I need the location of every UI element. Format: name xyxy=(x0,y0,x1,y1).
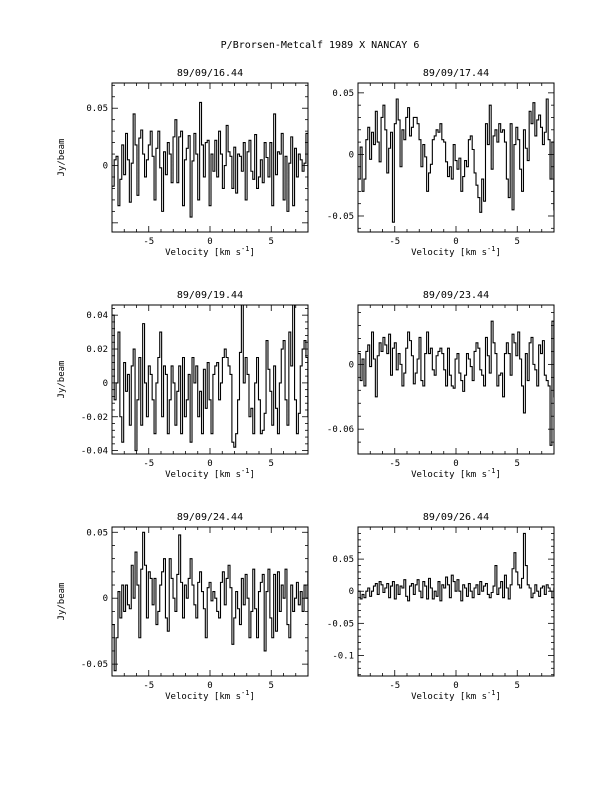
x-tick-label: 5 xyxy=(515,459,520,469)
x-tick-label: -5 xyxy=(389,459,400,469)
y-tick-label: 0 xyxy=(349,587,354,597)
spectrum-line xyxy=(112,304,309,452)
spectrum-line xyxy=(358,320,555,446)
y-tick-label: 0.04 xyxy=(86,311,108,321)
y-axis-label: Jy/beam xyxy=(57,583,67,621)
y-tick-label: 0 xyxy=(103,162,108,172)
x-tick-label: -5 xyxy=(143,237,154,247)
y-tick-label: -0.1 xyxy=(332,651,354,661)
spectrum-line xyxy=(358,98,555,223)
y-tick-label: 0.05 xyxy=(86,104,108,114)
x-axis-label: Velocity [km s-1] xyxy=(411,245,501,258)
x-axis-label: Velocity [km s-1] xyxy=(165,467,255,480)
x-tick-label: -5 xyxy=(143,459,154,469)
panel-title: 89/09/17.44 xyxy=(423,68,489,79)
y-tick-label: 0 xyxy=(103,379,108,389)
chart-panel: 89/09/24.44 -5 0 5 Velocity [km s-1] -0.05 0 0.… xyxy=(57,512,309,702)
x-tick-label: -5 xyxy=(389,681,400,691)
chart-panel: 89/09/19.44 -5 0 5 Velocity [km s-1] -0.04 -0.… xyxy=(57,290,309,480)
x-tick-label: 0 xyxy=(453,237,458,247)
plot-frame xyxy=(111,304,309,455)
y-tick-label: 0.02 xyxy=(86,345,108,355)
y-tick-label: -0.06 xyxy=(327,425,354,435)
panel-title: 89/09/16.44 xyxy=(177,68,243,79)
x-tick-label: 0 xyxy=(207,459,212,469)
x-tick-label: 5 xyxy=(269,237,274,247)
plot-frame xyxy=(111,526,309,677)
x-tick-label: 5 xyxy=(515,681,520,691)
x-tick-label: 5 xyxy=(269,459,274,469)
x-tick-label: 0 xyxy=(453,459,458,469)
panel-title: 89/09/26.44 xyxy=(423,512,489,523)
x-axis-label: Velocity [km s-1] xyxy=(165,245,255,258)
y-axis-label: Jy/beam xyxy=(57,139,67,177)
x-tick-label: 5 xyxy=(269,681,274,691)
chart-panel: 89/09/17.44 -5 0 5 Velocity [km s-1] -0.05 0 0.… xyxy=(327,68,555,258)
y-tick-label: 0.05 xyxy=(86,528,108,538)
x-tick-label: 0 xyxy=(207,237,212,247)
plot-frame xyxy=(357,304,555,455)
y-tick-label: -0.02 xyxy=(81,413,108,423)
y-tick-label: 0 xyxy=(349,150,354,160)
y-axis-label: Jy/beam xyxy=(57,361,67,399)
x-tick-label: 5 xyxy=(515,237,520,247)
page-title: P/Brorsen-Metcalf 1989 X NANCAY 6 xyxy=(221,40,420,51)
y-tick-label: 0.05 xyxy=(332,555,354,565)
spectrum-line xyxy=(358,532,555,602)
spectrum-line xyxy=(112,531,309,672)
y-tick-label: 0.05 xyxy=(332,89,354,99)
y-tick-label: -0.05 xyxy=(327,619,354,629)
y-tick-label: -0.04 xyxy=(81,447,108,457)
plot-frame xyxy=(111,82,309,233)
x-tick-label: -5 xyxy=(389,237,400,247)
spectrum-line xyxy=(112,101,309,218)
panel-title: 89/09/24.44 xyxy=(177,512,243,523)
x-axis-label: Velocity [km s-1] xyxy=(411,467,501,480)
y-tick-label: -0.05 xyxy=(81,660,108,670)
chart-panel: 89/09/23.44 -5 0 5 Velocity [km s-1] -0.06 0 xyxy=(327,290,555,480)
x-tick-label: 0 xyxy=(453,681,458,691)
plot-frame xyxy=(357,526,555,677)
plot-frame xyxy=(357,82,555,233)
y-tick-label: 0 xyxy=(349,360,354,370)
x-tick-label: 0 xyxy=(207,681,212,691)
x-axis-label: Velocity [km s-1] xyxy=(165,689,255,702)
x-tick-label: -5 xyxy=(143,681,154,691)
y-tick-label: -0.05 xyxy=(327,212,354,222)
panel-title: 89/09/19.44 xyxy=(177,290,243,301)
y-tick-label: 0 xyxy=(103,594,108,604)
x-axis-label: Velocity [km s-1] xyxy=(411,689,501,702)
panel-title: 89/09/23.44 xyxy=(423,290,489,301)
chart-panel: 89/09/26.44 -5 0 5 Velocity [km s-1] -0.1 -0.0… xyxy=(327,512,555,702)
